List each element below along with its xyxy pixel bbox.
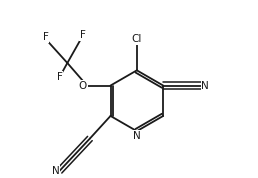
Text: Cl: Cl	[132, 34, 142, 44]
Text: N: N	[52, 166, 60, 176]
Text: F: F	[57, 72, 62, 82]
Text: F: F	[80, 30, 86, 40]
Text: N: N	[133, 131, 141, 141]
Text: O: O	[79, 80, 87, 91]
Text: N: N	[201, 80, 209, 91]
Text: F: F	[43, 32, 49, 42]
